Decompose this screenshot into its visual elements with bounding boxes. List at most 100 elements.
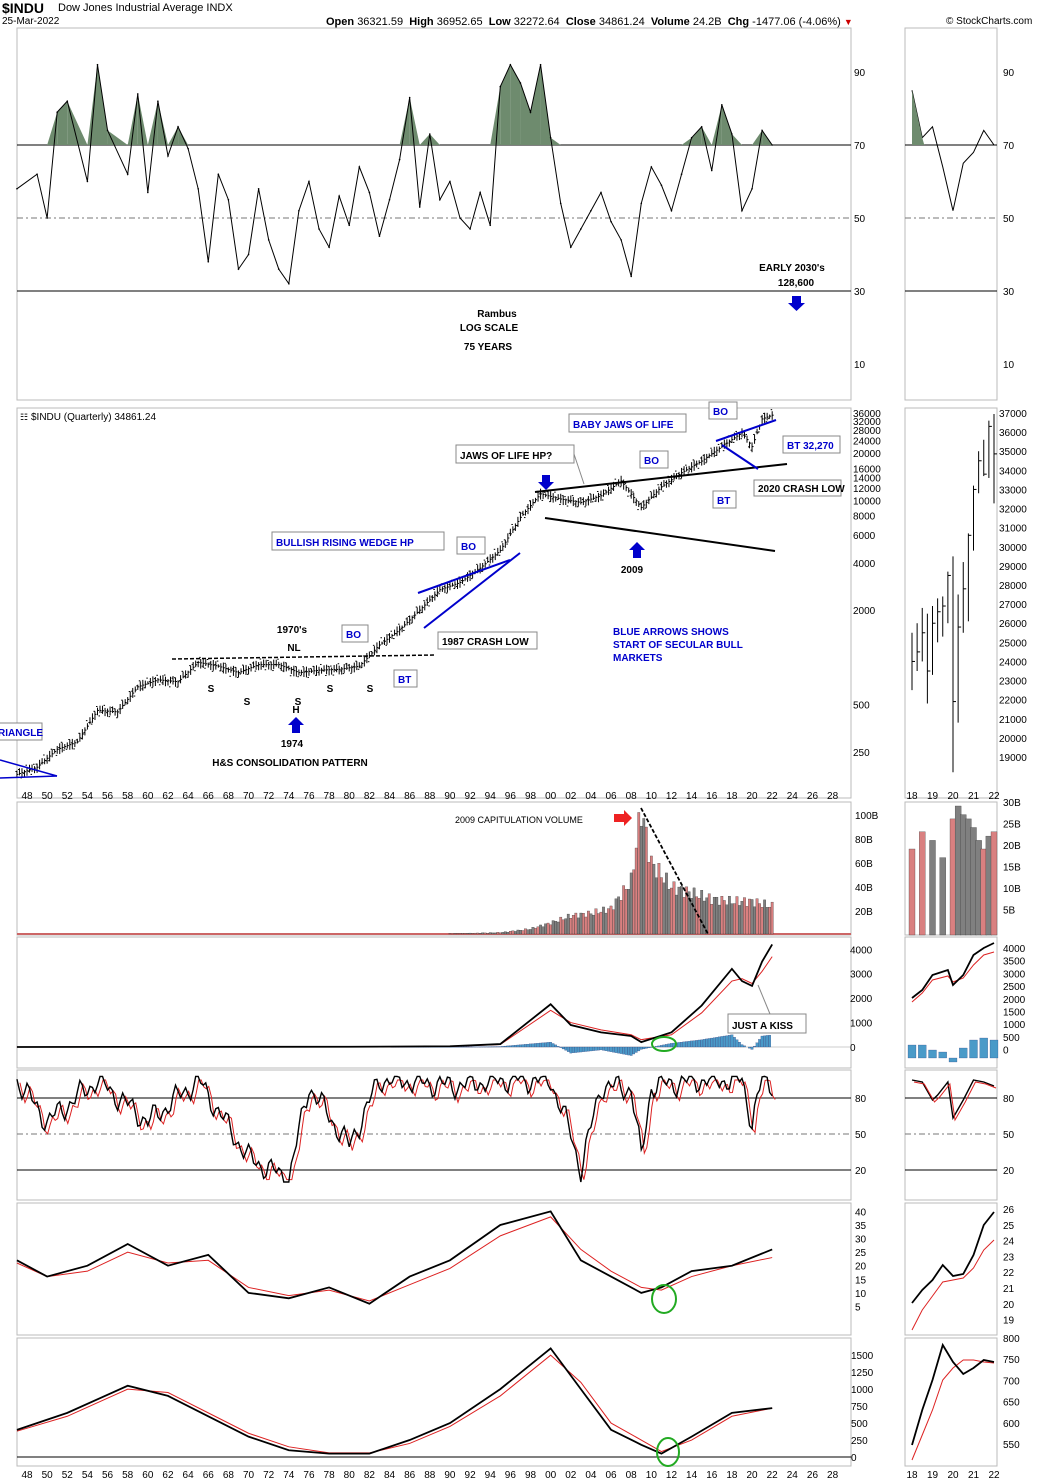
side-volume-ytick-label: 30B	[1003, 798, 1021, 809]
volume-bar	[748, 898, 751, 935]
rsi-point	[237, 268, 240, 270]
rsi-overbought-fill	[731, 134, 742, 145]
xaxis-label-bottom: 24	[787, 1470, 799, 1481]
xaxis-label-bottom: 06	[605, 1470, 617, 1481]
macd-histogram-bar	[456, 1046, 459, 1048]
volume-label: Volume	[650, 16, 690, 28]
ind4-ytick-label: 5	[855, 1302, 861, 1313]
macd-histogram-bar	[483, 1046, 487, 1048]
stoch-signal-line	[19, 1079, 776, 1181]
volume-bar	[516, 929, 520, 935]
macd-histogram-bar	[614, 1046, 618, 1053]
side-xaxis-label-bottom: 21	[968, 1470, 980, 1481]
volume-bar	[758, 903, 761, 935]
macd-ytick-label: 3000	[850, 970, 873, 981]
volume-bar	[594, 908, 598, 935]
xaxis-label-bottom: 50	[42, 1470, 54, 1481]
rsi-side-ytick-label: 70	[1003, 141, 1015, 152]
side-macd-ytick-label: 1000	[1003, 1020, 1026, 1031]
side-panel-frame	[904, 27, 998, 401]
volume-bar	[649, 855, 653, 935]
bt-callout-1-box	[393, 669, 418, 688]
volume-bar	[644, 826, 648, 935]
volume-bar	[632, 869, 636, 935]
triangle-callout: RIANGLE	[0, 728, 43, 739]
xaxis-label-top: 96	[505, 791, 517, 802]
macd-histogram-bar	[577, 1046, 580, 1053]
volume-bar	[660, 877, 663, 935]
ind5-line	[16, 1347, 773, 1455]
macd-histogram-bar	[768, 1034, 771, 1048]
side-xaxis-label-bottom: 20	[947, 1470, 959, 1481]
macd-histogram-bar	[466, 1046, 469, 1048]
low-label: Low	[488, 16, 511, 28]
macd-histogram-bar	[501, 1046, 505, 1048]
volume-bar	[481, 932, 485, 935]
annotation-shoulder: S	[327, 684, 334, 695]
xaxis-label-bottom: 74	[283, 1470, 295, 1481]
xaxis-label-bottom: 70	[243, 1470, 255, 1481]
macd-histogram-bar	[687, 1041, 691, 1048]
rsi-point	[388, 198, 391, 201]
macd-histogram-bar	[695, 1040, 698, 1048]
macd-histogram-bar	[556, 1046, 560, 1048]
xaxis-label-bottom: 58	[122, 1470, 134, 1481]
kiss-pointer	[757, 984, 771, 1015]
volume-bar	[607, 908, 610, 935]
xaxis-label-bottom: 22	[767, 1470, 779, 1481]
side-price-ytick: 25000	[999, 638, 1027, 649]
volume-bar	[521, 930, 525, 935]
xaxis-label-top: 98	[525, 791, 537, 802]
crash-2020-callout: 2020 CRASH LOW	[758, 484, 845, 495]
macd-histogram-bar	[566, 1046, 570, 1052]
xaxis-label-bottom: 20	[746, 1470, 758, 1481]
volume-bar	[609, 905, 613, 935]
rsi-overbought-fill	[127, 93, 138, 145]
xaxis-label-bottom: 88	[424, 1470, 436, 1481]
volume-bar	[579, 912, 583, 935]
xaxis-label-top: 52	[62, 791, 74, 802]
annotation-1974: 1974	[281, 739, 304, 750]
volume-bar	[519, 930, 522, 935]
volume-bar	[554, 921, 558, 935]
macd-histogram-bar	[738, 1042, 741, 1048]
volume-bar	[665, 872, 668, 935]
volume-bar	[652, 863, 656, 935]
ind5-signal-line	[16, 1354, 773, 1454]
bo-callout-1: BO	[461, 542, 476, 553]
macd-histogram-bar	[682, 1041, 686, 1048]
volume-bar	[496, 932, 500, 935]
volume-bar	[667, 889, 671, 935]
xaxis-label-bottom: 64	[183, 1470, 195, 1481]
macd-histogram-bar	[554, 1044, 557, 1048]
rsi-point	[16, 188, 18, 190]
rsi-point	[590, 209, 592, 212]
rsi-point	[56, 111, 59, 113]
wedge-lower-line	[423, 552, 521, 629]
rsi-overbought-fill	[711, 104, 722, 145]
macd-histogram-bar	[639, 1046, 643, 1050]
side-xaxis-label-bottom: 19	[927, 1470, 939, 1481]
rsi-point	[136, 93, 139, 95]
macd-histogram-bar	[740, 1044, 744, 1048]
macd-histogram-bar	[604, 1046, 608, 1051]
volume-bar	[738, 905, 741, 935]
xaxis-label-top: 48	[21, 791, 33, 802]
rsi-overbought-fill	[691, 126, 702, 145]
main-panel-frame	[16, 1337, 852, 1467]
ind5-ytick-label: 1000	[851, 1385, 874, 1396]
xaxis-label-top: 76	[303, 791, 315, 802]
volume-ytick-label: 20B	[855, 907, 873, 918]
rsi-overbought-fill	[419, 134, 430, 145]
ind5-ytick-label: 0	[851, 1453, 857, 1464]
macd-histogram-bar	[481, 1046, 484, 1048]
side-ind5-ytick-label: 750	[1003, 1355, 1020, 1366]
macd-histogram-bar	[670, 1043, 673, 1048]
rsi-side-fill	[912, 90, 925, 145]
macd-histogram-bar	[582, 1046, 585, 1052]
stoch-ytick-label: 80	[855, 1094, 867, 1105]
volume-bar	[466, 933, 469, 935]
rsi-point	[318, 228, 320, 230]
macd-ytick-label: 2000	[850, 994, 873, 1005]
rsi-point	[408, 96, 411, 99]
